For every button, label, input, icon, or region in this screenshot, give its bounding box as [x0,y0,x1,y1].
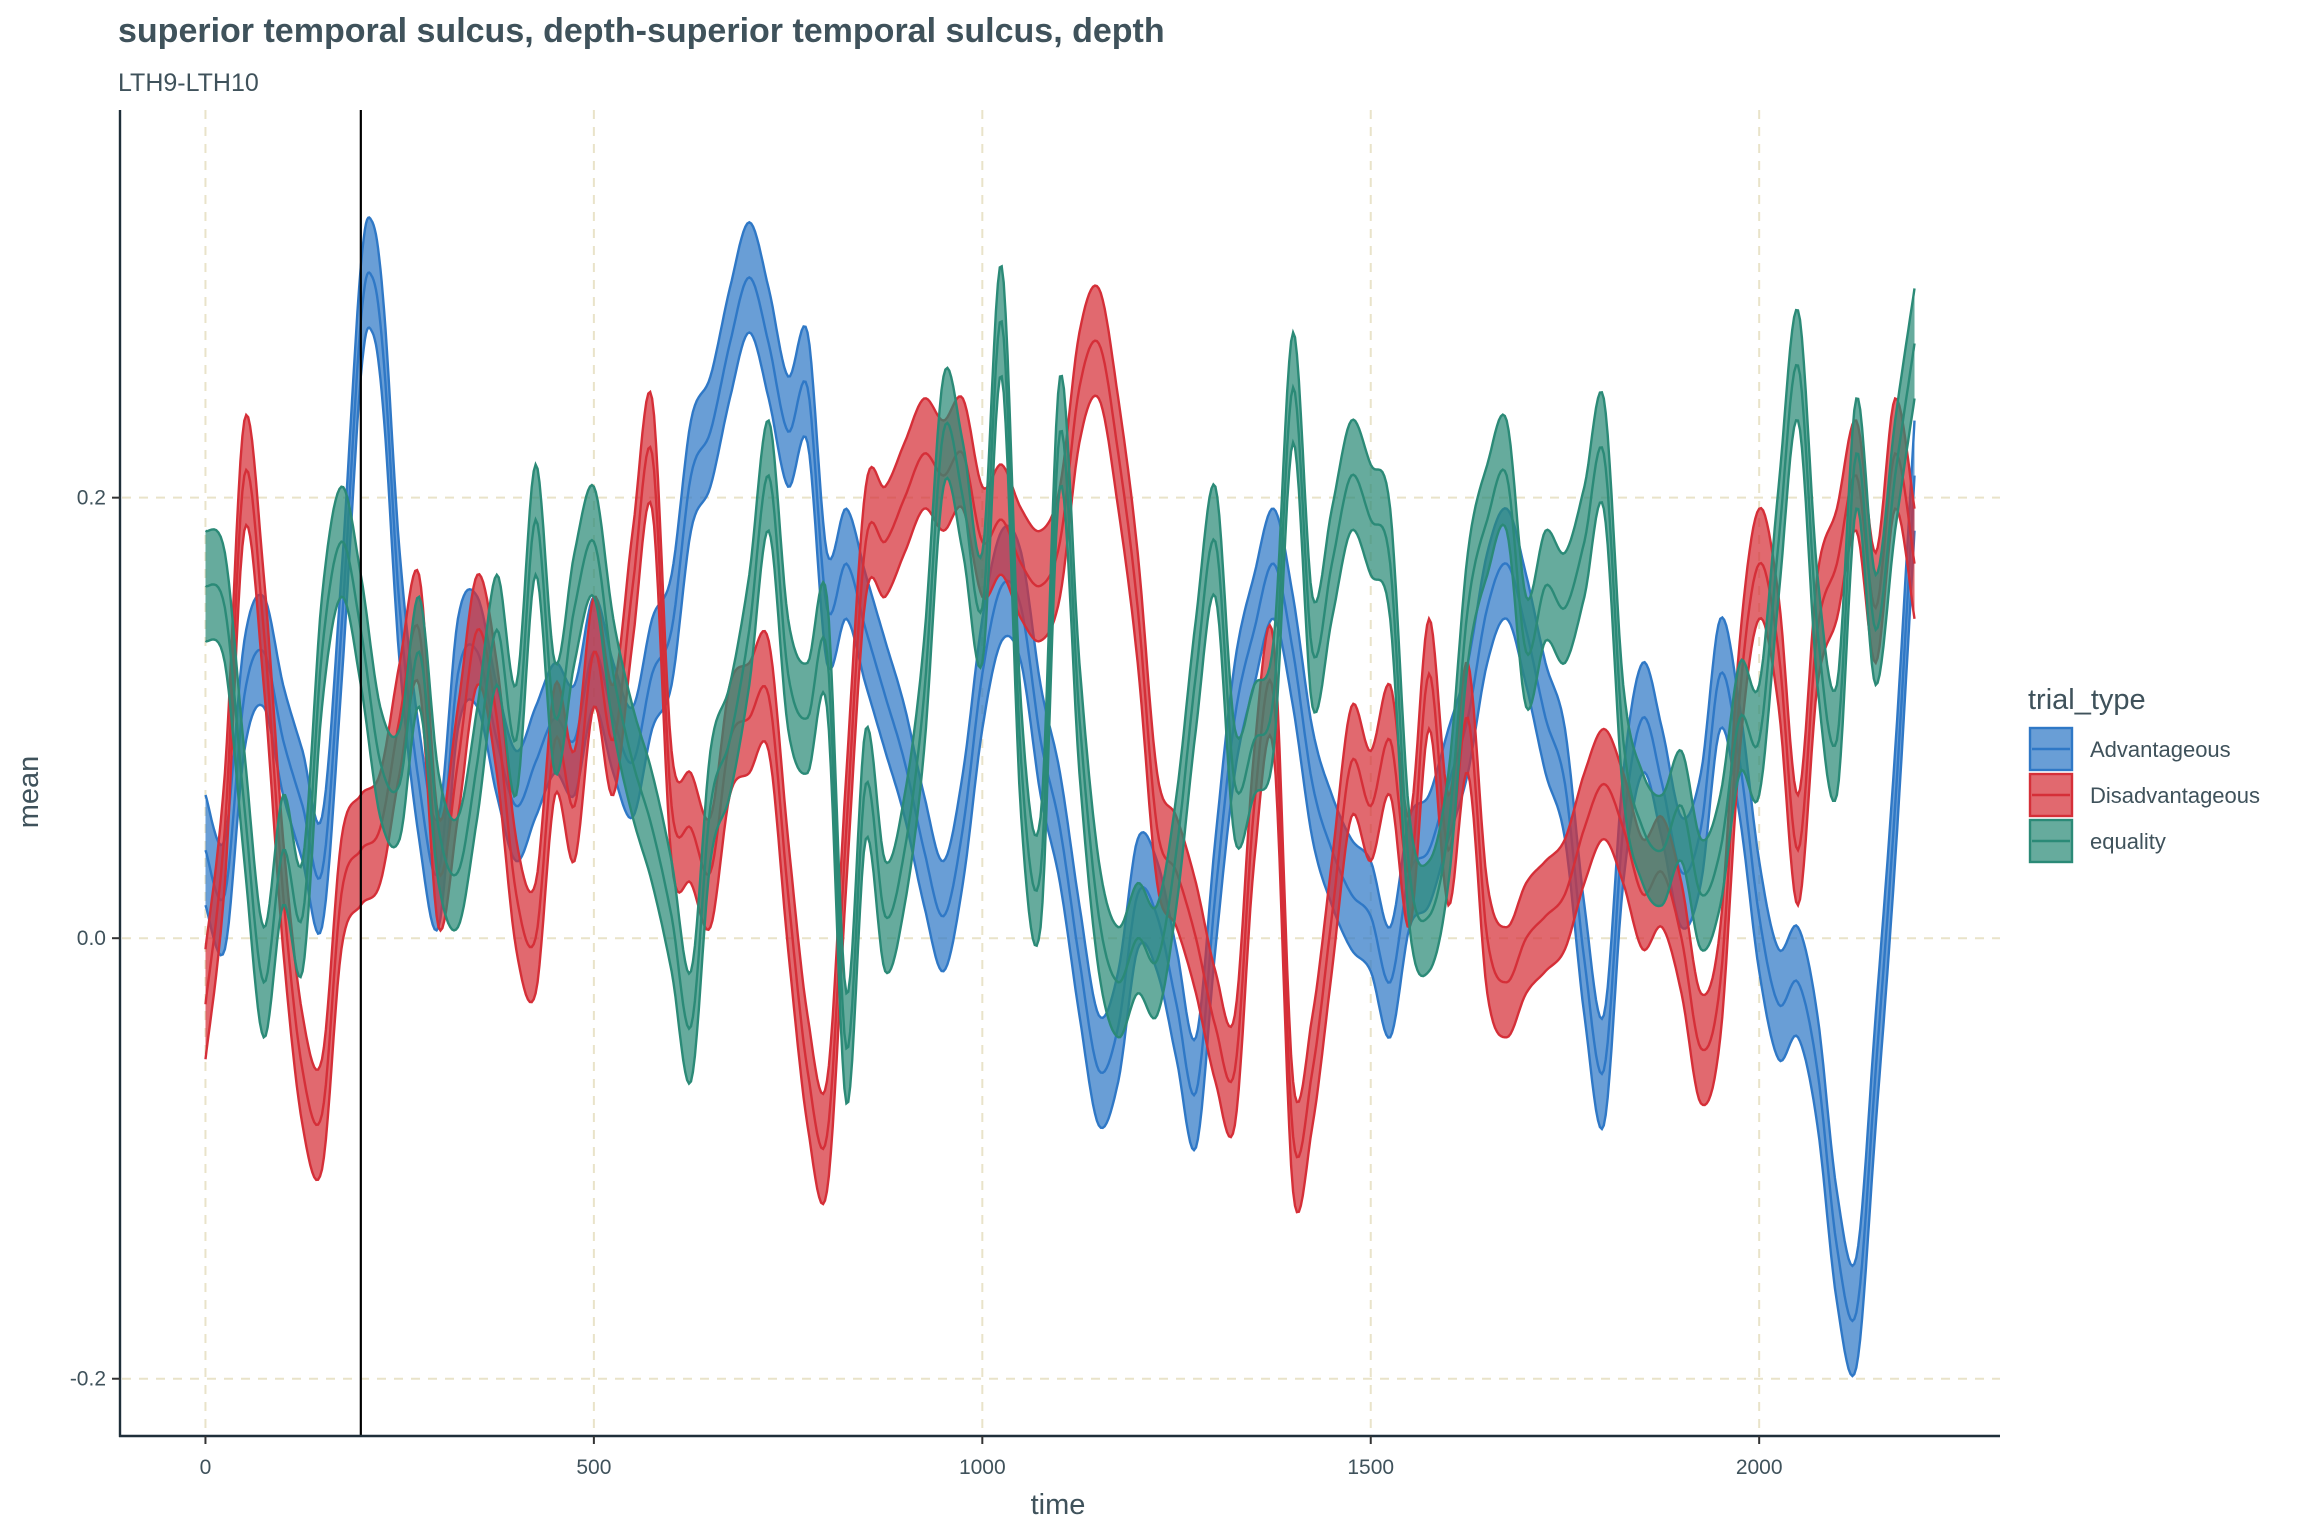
x-tick-label: 1000 [959,1456,1006,1479]
series-equality [204,264,1916,1106]
ribbon-upper-line [205,264,1916,996]
ribbon-lower-line [204,374,1916,1106]
legend: trial_type Advantageous Disadvantageous eq… [2028,684,2260,864]
legend-item-disadvantageous: Disadvantageous [2028,772,2260,818]
x-tick-label: 2000 [1736,1456,1783,1479]
axes [118,110,2000,1438]
y-tick-label: 0.0 [77,927,106,950]
legend-item-equality: equality [2028,818,2166,864]
legend-item-advantageous: Advantageous [2028,726,2231,772]
x-tick-label: 500 [576,1456,611,1479]
y-axis-title: mean [13,756,45,829]
x-axis-ticks: 0 500 1000 1500 2000 [200,1436,1783,1479]
ribbon-disadvantageous [205,285,1915,1213]
chart-title: superior temporal sulcus, depth-superior… [118,12,1165,50]
chart-subtitle: LTH9-LTH10 [118,69,259,97]
ribbon-advantageous [205,217,1915,1376]
ribbon-equality [205,266,1915,1104]
series-bands [204,216,1916,1378]
x-axis-title: time [1031,1489,1086,1521]
y-axis-ticks: -0.2 0.0 0.2 [70,487,120,1391]
x-tick-label: 1500 [1347,1456,1394,1479]
ribbon-lower-line [204,394,1916,1214]
legend-label: equality [2090,829,2166,854]
y-tick-label: 0.2 [77,487,106,510]
legend-label: Advantageous [2090,737,2231,762]
legend-title: trial_type [2028,684,2146,716]
legend-label: Disadvantageous [2090,783,2260,808]
mean-line-equality [205,319,1916,1051]
x-tick-label: 0 [200,1456,212,1479]
y-tick-label: -0.2 [70,1368,106,1391]
